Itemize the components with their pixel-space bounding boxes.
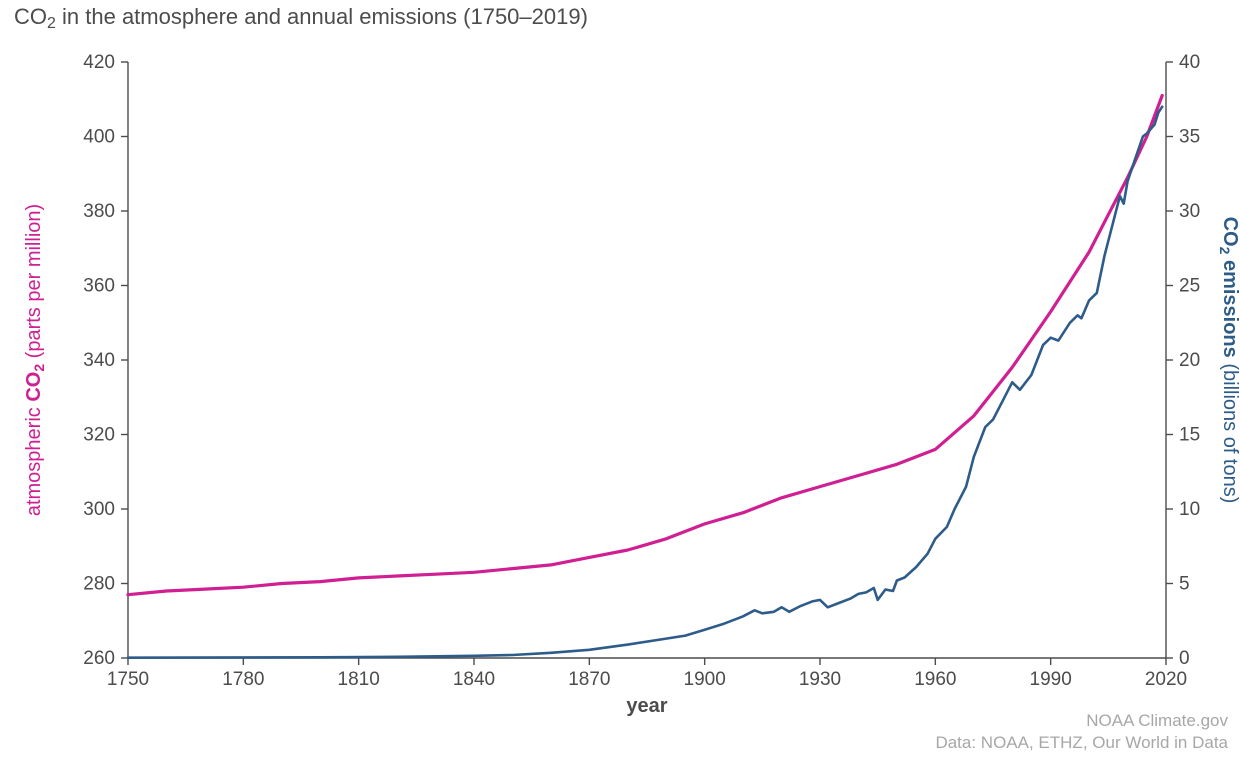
- y-left-tick-label: 360: [83, 276, 115, 297]
- credit-line-2: Data: NOAA, ETHZ, Our World in Data: [935, 733, 1228, 752]
- x-tick-label: 1810: [338, 669, 380, 690]
- x-tick-label: 1870: [568, 669, 610, 690]
- co2-dual-axis-chart: CO2 in the atmosphere and annual emissio…: [0, 0, 1240, 762]
- x-tick-label: 1750: [107, 669, 149, 690]
- y-left-tick-label: 260: [83, 648, 115, 669]
- y-left-tick-label: 340: [83, 350, 115, 371]
- y-right-axis-label: CO2 emissions (billions of tons): [1217, 217, 1240, 504]
- series-emissions: [128, 107, 1162, 658]
- axis-frame: [128, 62, 1166, 658]
- y-left-tick-label: 280: [83, 574, 115, 595]
- x-tick-label: 1840: [453, 669, 495, 690]
- x-tick-label: 1780: [222, 669, 264, 690]
- y-left-tick-label: 420: [83, 52, 115, 73]
- x-axis-label: year: [626, 695, 667, 717]
- chart-title: CO2 in the atmosphere and annual emissio…: [14, 4, 588, 32]
- y-right-tick-label: 25: [1179, 276, 1200, 297]
- y-right-tick-label: 30: [1179, 201, 1200, 222]
- y-right-tick-label: 35: [1179, 127, 1200, 148]
- x-tick-label: 1930: [799, 669, 841, 690]
- y-left-axis-label: atmospheric CO2 (parts per million): [23, 204, 47, 516]
- y-left-tick-label: 380: [83, 201, 115, 222]
- x-tick-label: 1900: [684, 669, 726, 690]
- y-left-tick-label: 400: [83, 127, 115, 148]
- y-right-tick-label: 40: [1179, 52, 1200, 73]
- series-co2-ppm: [128, 96, 1162, 595]
- y-right-tick-label: 10: [1179, 499, 1200, 520]
- y-right-tick-label: 0: [1179, 648, 1190, 669]
- y-right-tick-label: 15: [1179, 425, 1200, 446]
- y-right-tick-label: 20: [1179, 350, 1200, 371]
- y-left-tick-label: 320: [83, 425, 115, 446]
- x-tick-label: 2020: [1145, 669, 1187, 690]
- x-tick-label: 1990: [1030, 669, 1072, 690]
- x-tick-label: 1960: [914, 669, 956, 690]
- y-left-tick-label: 300: [83, 499, 115, 520]
- y-right-tick-label: 5: [1179, 574, 1190, 595]
- credit-line-1: NOAA Climate.gov: [1086, 711, 1228, 730]
